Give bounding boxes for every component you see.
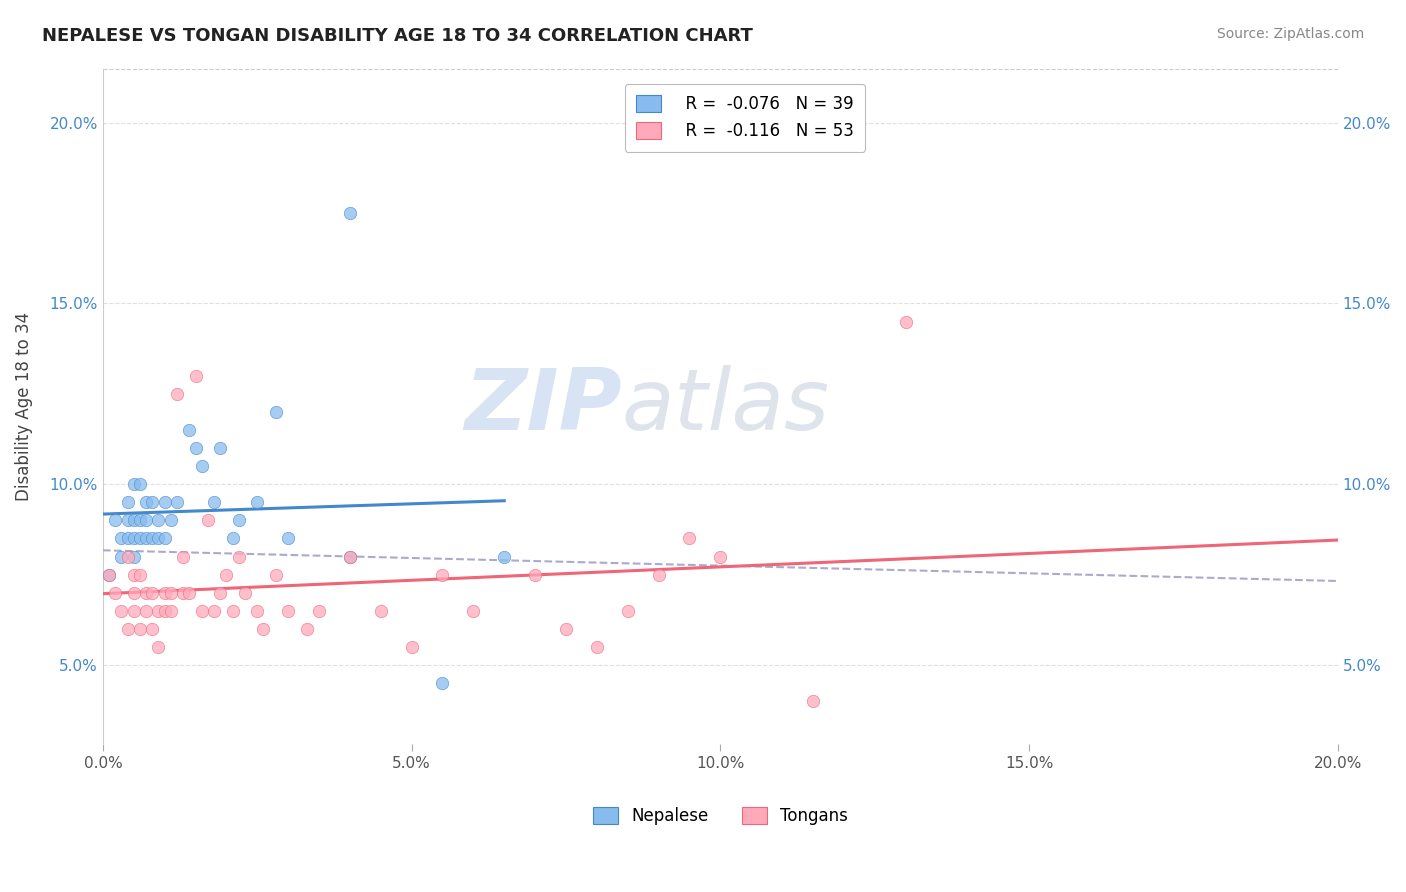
Point <box>228 549 250 564</box>
Point <box>463 604 485 618</box>
Point <box>117 622 139 636</box>
Point <box>339 549 361 564</box>
Point <box>209 441 232 455</box>
Point <box>647 567 669 582</box>
Point <box>122 513 145 527</box>
Point <box>190 459 212 474</box>
Point <box>122 477 145 491</box>
Point <box>122 532 145 546</box>
Point <box>117 495 139 509</box>
Text: NEPALESE VS TONGAN DISABILITY AGE 18 TO 34 CORRELATION CHART: NEPALESE VS TONGAN DISABILITY AGE 18 TO … <box>42 27 754 45</box>
Point <box>277 604 299 618</box>
Point <box>141 495 163 509</box>
Point <box>135 495 157 509</box>
Point <box>129 532 152 546</box>
Point <box>166 495 188 509</box>
Point <box>135 604 157 618</box>
Point <box>209 585 232 599</box>
Point <box>172 549 194 564</box>
Point <box>264 567 287 582</box>
Point <box>110 532 132 546</box>
Point <box>432 567 454 582</box>
Point <box>153 604 176 618</box>
Text: ZIP: ZIP <box>464 365 621 448</box>
Point <box>141 532 163 546</box>
Point <box>308 604 330 618</box>
Point <box>264 405 287 419</box>
Point <box>135 585 157 599</box>
Point <box>801 694 824 708</box>
Point <box>122 585 145 599</box>
Point <box>202 604 225 618</box>
Point <box>215 567 238 582</box>
Point <box>166 387 188 401</box>
Point <box>122 604 145 618</box>
Point <box>135 513 157 527</box>
Point <box>179 423 201 437</box>
Point <box>110 549 132 564</box>
Point <box>159 604 181 618</box>
Point <box>98 567 121 582</box>
Point <box>494 549 516 564</box>
Point <box>277 532 299 546</box>
Point <box>246 604 269 618</box>
Point <box>141 585 163 599</box>
Point <box>148 513 170 527</box>
Text: atlas: atlas <box>621 365 830 448</box>
Point <box>252 622 274 636</box>
Point <box>233 585 256 599</box>
Point <box>159 513 181 527</box>
Point <box>110 604 132 618</box>
Point <box>894 314 917 328</box>
Point <box>148 640 170 654</box>
Point <box>228 513 250 527</box>
Point <box>129 622 152 636</box>
Point <box>524 567 547 582</box>
Point <box>122 549 145 564</box>
Point <box>221 604 243 618</box>
Point <box>98 567 121 582</box>
Point <box>129 477 152 491</box>
Point <box>370 604 392 618</box>
Point <box>586 640 609 654</box>
Point <box>117 532 139 546</box>
Point <box>148 604 170 618</box>
Point <box>129 567 152 582</box>
Text: Source: ZipAtlas.com: Source: ZipAtlas.com <box>1216 27 1364 41</box>
Point <box>432 676 454 690</box>
Point <box>129 513 152 527</box>
Point <box>678 532 700 546</box>
Point <box>555 622 578 636</box>
Point <box>172 585 194 599</box>
Point <box>153 532 176 546</box>
Point <box>179 585 201 599</box>
Point <box>184 368 207 383</box>
Point <box>184 441 207 455</box>
Point <box>122 567 145 582</box>
Point <box>202 495 225 509</box>
Point <box>117 513 139 527</box>
Point <box>197 513 219 527</box>
Point <box>104 585 127 599</box>
Y-axis label: Disability Age 18 to 34: Disability Age 18 to 34 <box>15 312 32 501</box>
Point <box>221 532 243 546</box>
Legend: Nepalese, Tongans: Nepalese, Tongans <box>586 800 855 831</box>
Point <box>153 585 176 599</box>
Point <box>246 495 269 509</box>
Point <box>295 622 318 636</box>
Point <box>401 640 423 654</box>
Point <box>616 604 638 618</box>
Point <box>190 604 212 618</box>
Point <box>148 532 170 546</box>
Point <box>339 206 361 220</box>
Point <box>153 495 176 509</box>
Point <box>339 549 361 564</box>
Point <box>117 549 139 564</box>
Point <box>159 585 181 599</box>
Point <box>104 513 127 527</box>
Point <box>135 532 157 546</box>
Point <box>709 549 731 564</box>
Point <box>141 622 163 636</box>
